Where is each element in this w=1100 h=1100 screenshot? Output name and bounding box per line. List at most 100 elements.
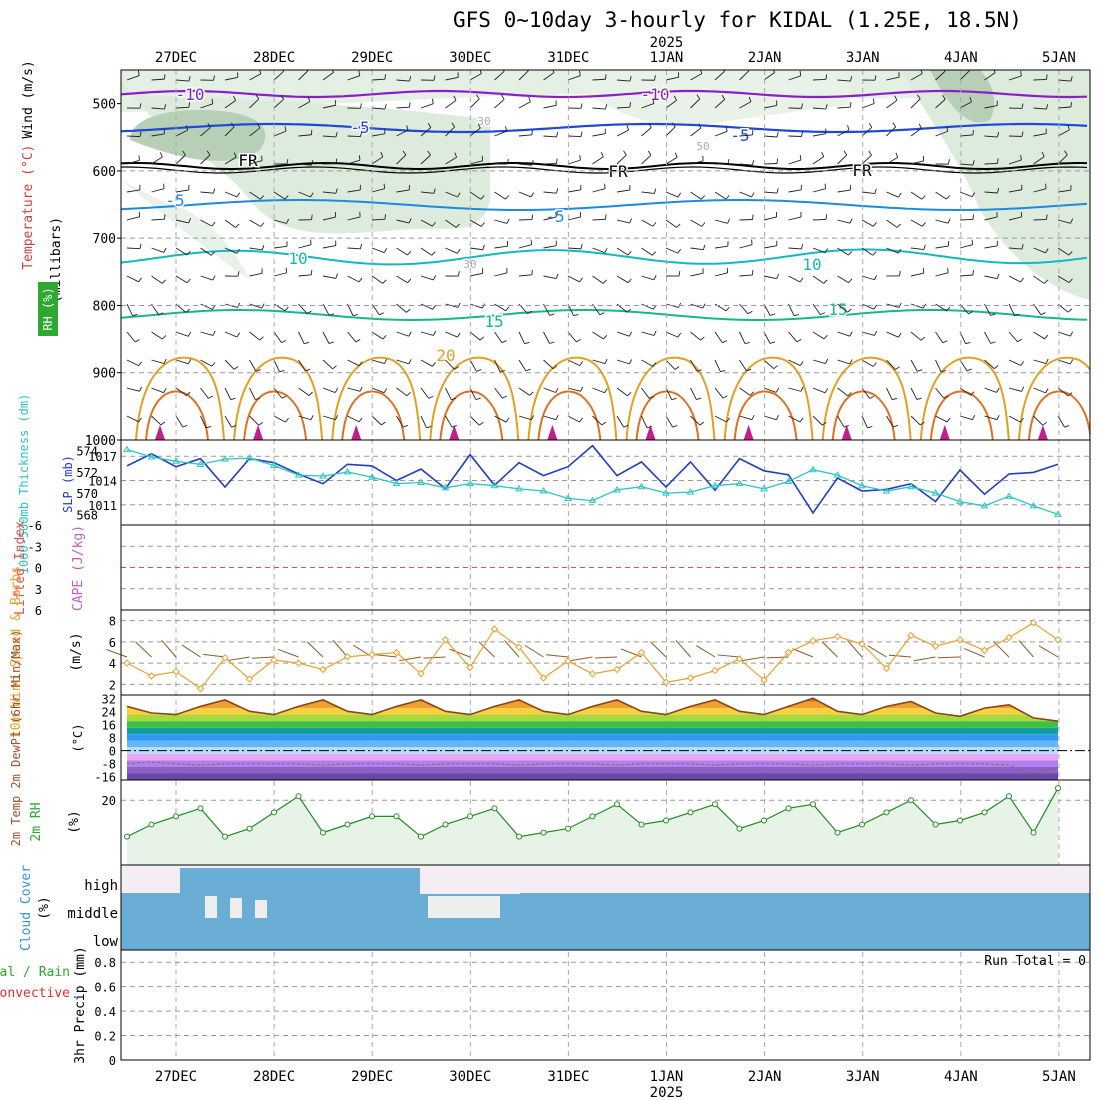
upper-wind-barb (224, 156, 237, 165)
upper-wind-barb-flag (381, 421, 386, 426)
upper-wind-barb-flag (872, 362, 877, 367)
upper-wind-barb (469, 387, 477, 400)
upper-wind-barb-flag (825, 74, 828, 80)
upper-wind-barb-flag (284, 195, 289, 200)
upper-wind-barb (469, 303, 483, 309)
upper-wind-barb (788, 387, 802, 392)
slp-y-tick: 1014 (88, 474, 117, 488)
rh-point (344, 821, 351, 828)
upper-wind-barb-flag (205, 426, 211, 429)
upper-wind-barb (935, 331, 944, 344)
upper-wind-barb-flag (358, 155, 361, 161)
upper-wind-barb-flag (384, 214, 386, 220)
upper-wind-barb (812, 218, 827, 221)
upper-wind-barb-flag (946, 195, 951, 200)
upper-wind-barb-flag (1068, 392, 1073, 397)
upper-wind-barb-flag (874, 330, 878, 336)
upper-wind-barb-flag (335, 131, 338, 138)
bottom-day-label: 4JAN (944, 1069, 978, 1085)
upper-wind-barb-flag (505, 417, 510, 423)
upper-wind-barb (984, 216, 998, 221)
upper-air-y-tick: 700 (93, 232, 116, 247)
wind-barb (937, 656, 961, 659)
upper-wind-barb-flag (1067, 125, 1070, 131)
upper-wind-barb-flag (821, 151, 825, 157)
run-total-label: Run Total = 0 (984, 954, 1086, 969)
upper-wind-barb-flag (433, 330, 437, 336)
thickness-point (1005, 492, 1013, 499)
upper-wind-barb-flag (139, 386, 143, 392)
upper-wind-barb (592, 275, 604, 284)
upper-wind-barb (224, 219, 236, 228)
upper-wind-barb-flag (702, 244, 706, 250)
upper-wind-barb-flag (529, 391, 534, 396)
upper-wind-barb (665, 415, 674, 428)
upper-wind-barb (837, 331, 850, 337)
wind-speed-point (490, 625, 499, 633)
upper-wind-barb (126, 331, 136, 343)
upper-wind-barb (959, 218, 974, 221)
upper-wind-barb-flag (188, 76, 191, 82)
upper-wind-barb-flag (623, 424, 629, 428)
upper-wind-barb (200, 247, 212, 256)
upper-wind-barb-flag (700, 195, 706, 200)
upper-wind-barb (543, 359, 554, 370)
upper-wind-barb (837, 415, 845, 428)
wind-speed-line (126, 622, 1059, 690)
thickness-point (441, 483, 450, 491)
upper-wind-barb-flag (158, 312, 164, 316)
upper-wind-barb (592, 247, 605, 254)
upper-wind-barb-flag (1046, 74, 1048, 80)
upper-wind-barb (420, 387, 430, 399)
upper-wind-barb (371, 247, 385, 253)
upper-wind-barb (886, 303, 900, 308)
upper-wind-barb (543, 191, 557, 194)
dewpoint-line (126, 761, 1059, 775)
upper-wind-barb-flag (162, 335, 167, 340)
upper-wind-barb (200, 387, 209, 399)
upper-wind-barb-flag (281, 340, 287, 344)
upper-wind-barb-flag (475, 397, 481, 401)
upper-wind-barb (812, 78, 827, 81)
upper-wind-barb-flag (476, 94, 480, 100)
upper-wind-barb-flag (164, 74, 166, 80)
upper-wind-barb (494, 70, 505, 81)
upper-wind-barb-flag (285, 417, 289, 423)
upper-wind-barb-flag (1020, 154, 1022, 161)
upper-wind-barb-flag (946, 417, 951, 423)
contour-label: -5 (545, 207, 564, 226)
upper-wind-barb (322, 135, 336, 138)
contour-label: 20 (436, 346, 455, 365)
upper-wind-barb-flag (335, 273, 338, 279)
upper-air-wind-temp-label: Temperature (°C) Wind (m/s) (21, 60, 36, 270)
upper-wind-barb (861, 387, 871, 399)
upper-wind-barb (910, 272, 924, 277)
upper-wind-barb-flag (478, 421, 484, 426)
upper-wind-barb-flag (725, 126, 728, 132)
top-year-label: 2025 (650, 35, 684, 51)
upper-wind-barb (224, 247, 238, 254)
rh-point (810, 801, 816, 808)
upper-wind-barb-flag (308, 391, 313, 396)
upper-wind-barb (788, 159, 802, 165)
upper-wind-barb-flag (799, 70, 802, 76)
upper-wind-barb-flag (799, 277, 804, 283)
upper-wind-barb-flag (454, 366, 459, 370)
rh-point (908, 797, 914, 804)
upper-wind-barb-flag (823, 334, 828, 340)
wind-barb (889, 654, 912, 658)
upper-wind-barb (200, 127, 211, 137)
upper-wind-barb (396, 387, 408, 397)
upper-wind-barb (1057, 154, 1068, 165)
thickness-point (319, 472, 327, 479)
temperature-line (126, 697, 1059, 722)
upper-wind-barb-flag (848, 251, 853, 256)
thickness-point (784, 477, 793, 484)
upper-wind-barb-flag (187, 331, 192, 337)
upper-wind-barb-flag (306, 310, 312, 315)
upper-wind-barb (249, 415, 259, 426)
wind-barb (203, 653, 226, 658)
upper-wind-barb-flag (188, 218, 192, 224)
upper-wind-barb (592, 387, 605, 394)
upper-wind-barb-flag (652, 98, 655, 104)
